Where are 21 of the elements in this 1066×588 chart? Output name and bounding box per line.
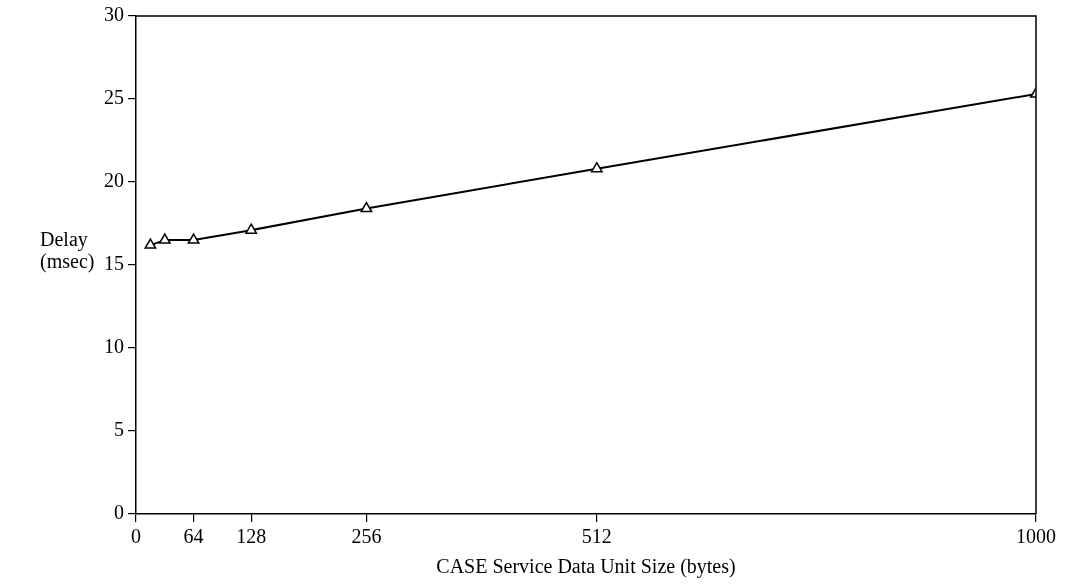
x-tick-label: 0 [131,525,141,548]
y-tick-label: 30 [104,3,124,26]
y-tick-label: 0 [114,501,124,524]
point [590,161,603,173]
point [245,223,258,234]
x-axis-title: CASE Service Data Unit Size (bytes) [436,555,736,579]
x-tick-label: 64 [183,525,204,548]
y-tick-label: 10 [104,335,124,358]
x-tick-label: 512 [581,525,612,548]
point [360,201,373,213]
y-tick-label: 20 [104,169,124,192]
y-axis-title: Delay (msec) [40,228,95,272]
y-tick-label: 15 [104,252,124,275]
x-tick-label: 128 [236,525,267,548]
point [158,233,171,244]
point [144,238,157,249]
point [187,233,200,244]
x-tick-label: 1000 [1016,525,1056,548]
y-tick-label: 25 [104,86,124,109]
y-tick-label: 5 [114,418,124,441]
x-tick-label: 256 [351,525,382,548]
